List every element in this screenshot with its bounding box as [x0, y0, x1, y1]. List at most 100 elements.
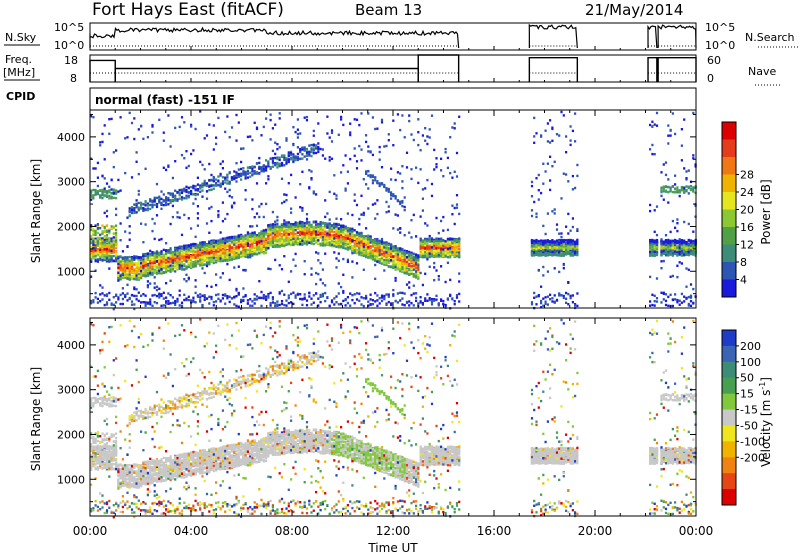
power-cell — [215, 273, 218, 276]
power-cell — [196, 205, 199, 208]
power-cell — [142, 274, 145, 277]
power-cell — [301, 157, 304, 160]
power-cell — [294, 228, 297, 232]
power-cell — [294, 158, 297, 162]
power-cell — [385, 263, 388, 267]
power-cell — [360, 194, 363, 197]
power-cell — [246, 231, 249, 234]
power-cell — [94, 188, 97, 192]
power-cell — [140, 207, 143, 210]
power-cell — [196, 176, 199, 179]
power-cell — [135, 199, 138, 202]
power-cell — [283, 230, 286, 234]
power-cell — [253, 231, 256, 234]
power-cell — [369, 174, 372, 178]
power-cell — [190, 257, 193, 260]
power-cell — [380, 257, 384, 260]
power-cell — [317, 150, 320, 154]
power-cell — [174, 300, 177, 303]
power-cell — [130, 294, 134, 297]
power-cell — [137, 264, 140, 267]
power-cell — [149, 257, 152, 261]
power-cell — [301, 237, 304, 241]
power-cell — [128, 210, 131, 214]
power-cell — [276, 147, 279, 151]
power-cell — [192, 262, 195, 265]
power-cell — [271, 235, 274, 238]
power-cell — [180, 268, 184, 271]
power-cell — [365, 241, 368, 245]
power-cell — [219, 259, 222, 263]
power-cell — [269, 291, 272, 295]
power-cell — [108, 118, 111, 121]
power-cell — [346, 301, 349, 305]
power-cell — [387, 248, 390, 252]
power-cell — [126, 258, 129, 262]
power-cell — [99, 250, 102, 254]
power-cell — [371, 203, 374, 206]
power-cell — [242, 173, 245, 176]
power-cell — [117, 260, 120, 263]
power-cell — [249, 247, 252, 250]
power-cell — [253, 170, 256, 173]
power-cell — [176, 297, 179, 301]
power-cell — [208, 254, 211, 257]
power-cell — [185, 252, 188, 255]
power-cell — [296, 237, 299, 240]
power-cell — [110, 196, 113, 200]
power-cell — [121, 297, 124, 301]
power-cell — [115, 213, 118, 217]
power-cell — [217, 297, 220, 300]
power-cell — [308, 187, 311, 190]
power-cell — [130, 267, 134, 270]
power-cell — [344, 187, 347, 190]
power-cell — [92, 231, 95, 235]
power-cell — [117, 271, 120, 274]
power-cell — [301, 146, 304, 149]
power-cell — [185, 150, 188, 153]
power-cell — [212, 300, 215, 304]
power-cell — [283, 219, 286, 222]
power-cell — [124, 273, 127, 276]
power-cell — [108, 242, 111, 246]
power-cell — [217, 242, 220, 245]
power-cell — [280, 201, 284, 205]
power-cell — [246, 248, 249, 251]
power-cell — [162, 255, 165, 258]
power-cell — [303, 242, 306, 245]
power-cell — [99, 253, 102, 256]
power-cell — [251, 170, 254, 173]
power-cell — [155, 272, 159, 275]
power-cell — [115, 224, 118, 227]
power-cell — [349, 157, 352, 161]
power-cell — [112, 225, 115, 228]
power-cell — [233, 303, 236, 306]
power-cell — [360, 231, 363, 235]
power-cell — [260, 290, 263, 294]
power-cell — [276, 163, 279, 166]
power-cell — [201, 241, 204, 244]
power-cell — [133, 269, 136, 272]
power-cell — [103, 227, 106, 230]
power-cell — [267, 294, 270, 298]
power-cell — [267, 234, 270, 238]
power-cell — [94, 245, 97, 248]
power-cell — [108, 194, 111, 198]
power-cell — [137, 172, 140, 176]
power-cell — [376, 250, 379, 254]
power-cell — [96, 184, 99, 188]
power-cell — [169, 260, 172, 263]
power-cell — [378, 241, 381, 245]
power-cell — [205, 134, 209, 137]
power-cell — [190, 300, 193, 303]
power-cell — [260, 202, 263, 206]
power-cell — [321, 235, 324, 239]
power-cell — [117, 190, 120, 193]
power-cell — [112, 247, 115, 250]
power-cell — [103, 187, 106, 190]
power-cell — [246, 172, 249, 175]
power-cell — [196, 295, 199, 298]
power-cell — [299, 241, 302, 244]
power-cell — [308, 154, 311, 157]
power-cell — [305, 115, 309, 119]
